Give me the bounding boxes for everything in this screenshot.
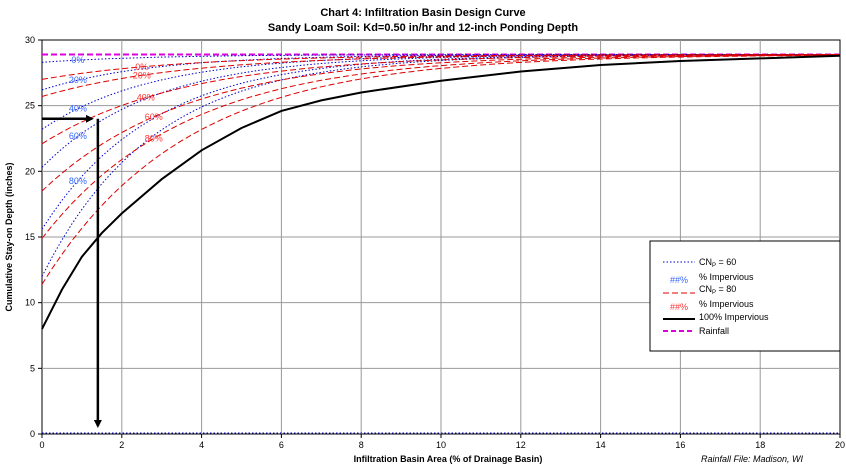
cn60-pct-label: 0% — [71, 55, 84, 65]
legend-rainfall: Rainfall — [699, 326, 729, 336]
y-tick-label: 30 — [25, 35, 35, 45]
y-tick-label: 15 — [25, 232, 35, 242]
x-tick-label: 18 — [755, 440, 765, 450]
cn80-curve — [41, 54, 841, 285]
cn60-pct-label: 40% — [69, 104, 87, 114]
legend-impervious: 100% Impervious — [699, 312, 769, 322]
y-tick-label: 20 — [25, 166, 35, 176]
x-tick-label: 14 — [596, 440, 606, 450]
axis-ticks: 0 2 4 6 8 10 12 14 16 18 20 0 5 10 15 20 25 30 — [25, 35, 845, 450]
y-tick-label: 0 — [30, 429, 35, 439]
cn60-curve — [41, 54, 840, 277]
x-axis-label: Infiltration Basin Area (% of Drainage B… — [354, 454, 543, 464]
x-tick-label: 6 — [279, 440, 284, 450]
y-axis-label: Cumulative Stay-on Depth (inches) — [4, 162, 14, 311]
y-tick-label: 10 — [25, 298, 35, 308]
legend-pct-label-2: % Impervious — [699, 299, 754, 309]
x-tick-label: 12 — [516, 440, 526, 450]
cn60-pct-label: 80% — [69, 176, 87, 186]
y-tick-label: 5 — [30, 363, 35, 373]
cn80-pct-label: 40% — [137, 93, 155, 103]
chart-subtitle: Sandy Loam Soil: Kd=0.50 in/hr and 12-in… — [268, 22, 578, 34]
x-tick-label: 16 — [675, 440, 685, 450]
cn60-pct-label: 20% — [69, 75, 87, 85]
legend: CNP = 60 ##% % Impervious CNP = 80 ##% %… — [649, 240, 841, 352]
legend-pct-label-1: % Impervious — [699, 272, 754, 282]
series-lines — [41, 53, 841, 434]
legend-cn80-pct-symbol: ##% — [670, 302, 688, 312]
x-tick-label: 20 — [835, 440, 845, 450]
impervious-100-curve — [41, 54, 841, 330]
x-tick-label: 0 — [39, 440, 44, 450]
cn60-pct-label: 60% — [69, 131, 87, 141]
x-tick-label: 10 — [436, 440, 446, 450]
cn80-pct-label: 80% — [145, 133, 163, 143]
x-tick-label: 2 — [119, 440, 124, 450]
legend-cn80: CNP = 80 — [699, 284, 736, 296]
gridlines — [42, 40, 840, 434]
x-tick-label: 4 — [199, 440, 204, 450]
chart-title: Chart 4: Infiltration Basin Design Curve — [320, 7, 525, 19]
cn80-pct-label: 0% — [135, 62, 148, 72]
design-arrow — [42, 114, 102, 428]
rainfall-file-note: Rainfall File: Madison, WI — [701, 454, 804, 464]
series-labels: 0%20%40%60%80%0%20%40%60%80% — [69, 55, 163, 186]
legend-box — [649, 240, 841, 352]
legend-cn60-pct-symbol: ##% — [670, 275, 688, 285]
legend-cn60: CNP = 60 — [699, 257, 736, 269]
x-tick-label: 8 — [359, 440, 364, 450]
cn80-pct-label: 20% — [133, 70, 151, 80]
y-tick-label: 25 — [25, 101, 35, 111]
cn80-pct-label: 60% — [145, 112, 163, 122]
